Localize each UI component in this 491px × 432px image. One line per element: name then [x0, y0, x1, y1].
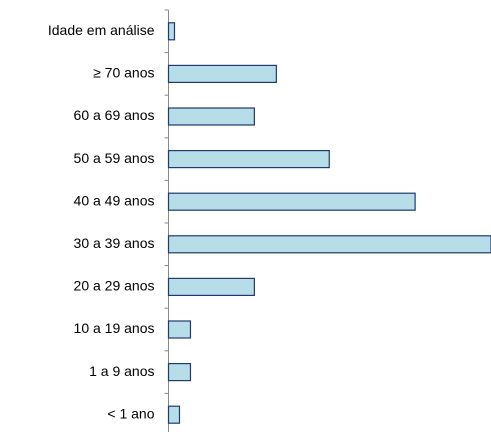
bar [167, 320, 192, 339]
bar [167, 405, 181, 424]
y-tick-label: 20 a 29 anos [74, 278, 155, 294]
y-tick-label: ≥ 70 anos [93, 65, 154, 81]
y-tick-label: 10 a 19 anos [74, 320, 155, 336]
bar [167, 107, 255, 126]
bar [167, 235, 491, 254]
y-tick-label: Idade em análise [48, 22, 155, 38]
y-tick-label: 50 a 59 anos [74, 150, 155, 166]
y-tick-label: 30 a 39 anos [74, 235, 155, 251]
y-tick-label: 40 a 49 anos [74, 192, 155, 208]
bar [167, 363, 192, 382]
bar [167, 192, 416, 211]
y-tick-label: 60 a 69 anos [74, 107, 155, 123]
bar [167, 22, 176, 41]
bar [167, 277, 255, 296]
bar [167, 150, 330, 169]
y-tick-label: < 1 ano [107, 405, 154, 421]
bar [167, 64, 277, 84]
y-tick-label: 1 a 9 anos [89, 363, 154, 379]
